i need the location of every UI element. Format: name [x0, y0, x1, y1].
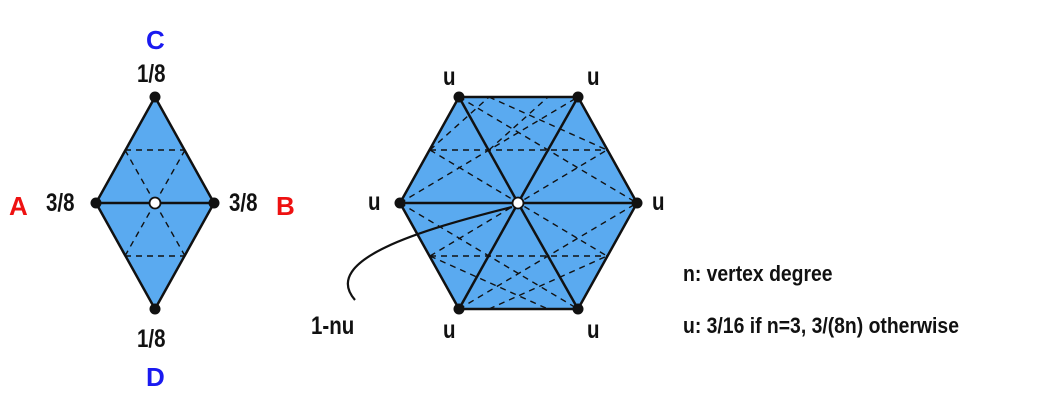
rhombus-vertex-top: [149, 91, 161, 103]
hexagon-vertex-bottom-right: [572, 303, 584, 315]
hexagon-spokes: [400, 96, 637, 310]
hexagon-vertex-top-right: [572, 91, 584, 103]
neighbor-weight-top-left: u: [443, 63, 456, 91]
hexagon-figure: [346, 91, 643, 315]
center-weight-leader: [346, 205, 513, 301]
rhombus-vertex-left: [90, 197, 102, 209]
rhombus-new-vertex: [148, 196, 162, 210]
neighbor-weight-bottom-right: u: [587, 316, 600, 344]
neighbor-weight-top-right: u: [587, 63, 600, 91]
rhombus-vertex-right: [208, 197, 220, 209]
neighbor-weight-left: u: [368, 188, 381, 216]
legend-vertex-degree: n: vertex degree: [683, 261, 833, 286]
rhombus-vertex-bottom: [149, 303, 161, 315]
vertex-label-d: D: [146, 362, 165, 392]
hexagon-center-vertex: [511, 196, 525, 210]
rhombus-subdivision-lines: [95, 149, 215, 257]
hexagon-vertex-left: [394, 197, 406, 209]
vertex-label-b: B: [276, 191, 295, 221]
neighbor-weight-right: u: [652, 188, 665, 216]
hexagon-vertex-right: [631, 197, 643, 209]
center-weight-label: 1-nu: [311, 312, 355, 340]
weight-label-left: 3/8: [46, 189, 75, 217]
hexagon-vertex-bottom-left: [453, 303, 465, 315]
weight-label-bottom: 1/8: [137, 325, 166, 353]
rhombus-figure: [90, 91, 220, 315]
vertex-label-c: C: [146, 25, 165, 55]
legend-u-definition: u: 3/16 if n=3, 3/(8n) otherwise: [683, 313, 959, 338]
neighbor-weight-bottom-left: u: [443, 316, 456, 344]
hexagon-vertex-top-left: [453, 91, 465, 103]
vertex-label-a: A: [9, 191, 28, 221]
weight-label-right: 3/8: [229, 189, 258, 217]
weight-label-top: 1/8: [137, 60, 166, 88]
